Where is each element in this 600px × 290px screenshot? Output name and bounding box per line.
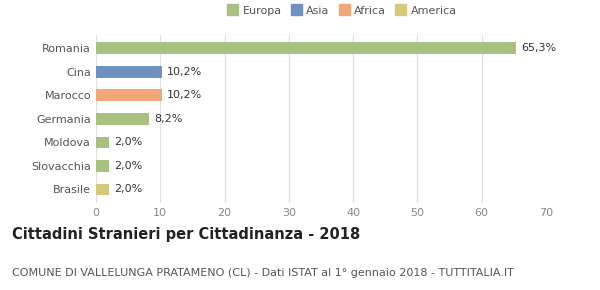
Bar — [96, 42, 516, 54]
Bar — [96, 113, 149, 125]
Text: 10,2%: 10,2% — [167, 90, 202, 100]
Bar — [96, 90, 161, 101]
Text: 65,3%: 65,3% — [521, 43, 556, 53]
Text: 8,2%: 8,2% — [154, 114, 182, 124]
Bar — [96, 160, 109, 172]
Bar — [96, 184, 109, 195]
Text: 2,0%: 2,0% — [114, 161, 142, 171]
Text: 10,2%: 10,2% — [167, 67, 202, 77]
Text: COMUNE DI VALLELUNGA PRATAMENO (CL) - Dati ISTAT al 1° gennaio 2018 - TUTTITALIA: COMUNE DI VALLELUNGA PRATAMENO (CL) - Da… — [12, 267, 514, 278]
Text: 2,0%: 2,0% — [114, 184, 142, 195]
Legend: Europa, Asia, Africa, America: Europa, Asia, Africa, America — [227, 6, 457, 16]
Bar — [96, 137, 109, 148]
Bar — [96, 66, 161, 78]
Text: 2,0%: 2,0% — [114, 137, 142, 147]
Text: Cittadini Stranieri per Cittadinanza - 2018: Cittadini Stranieri per Cittadinanza - 2… — [12, 227, 360, 242]
